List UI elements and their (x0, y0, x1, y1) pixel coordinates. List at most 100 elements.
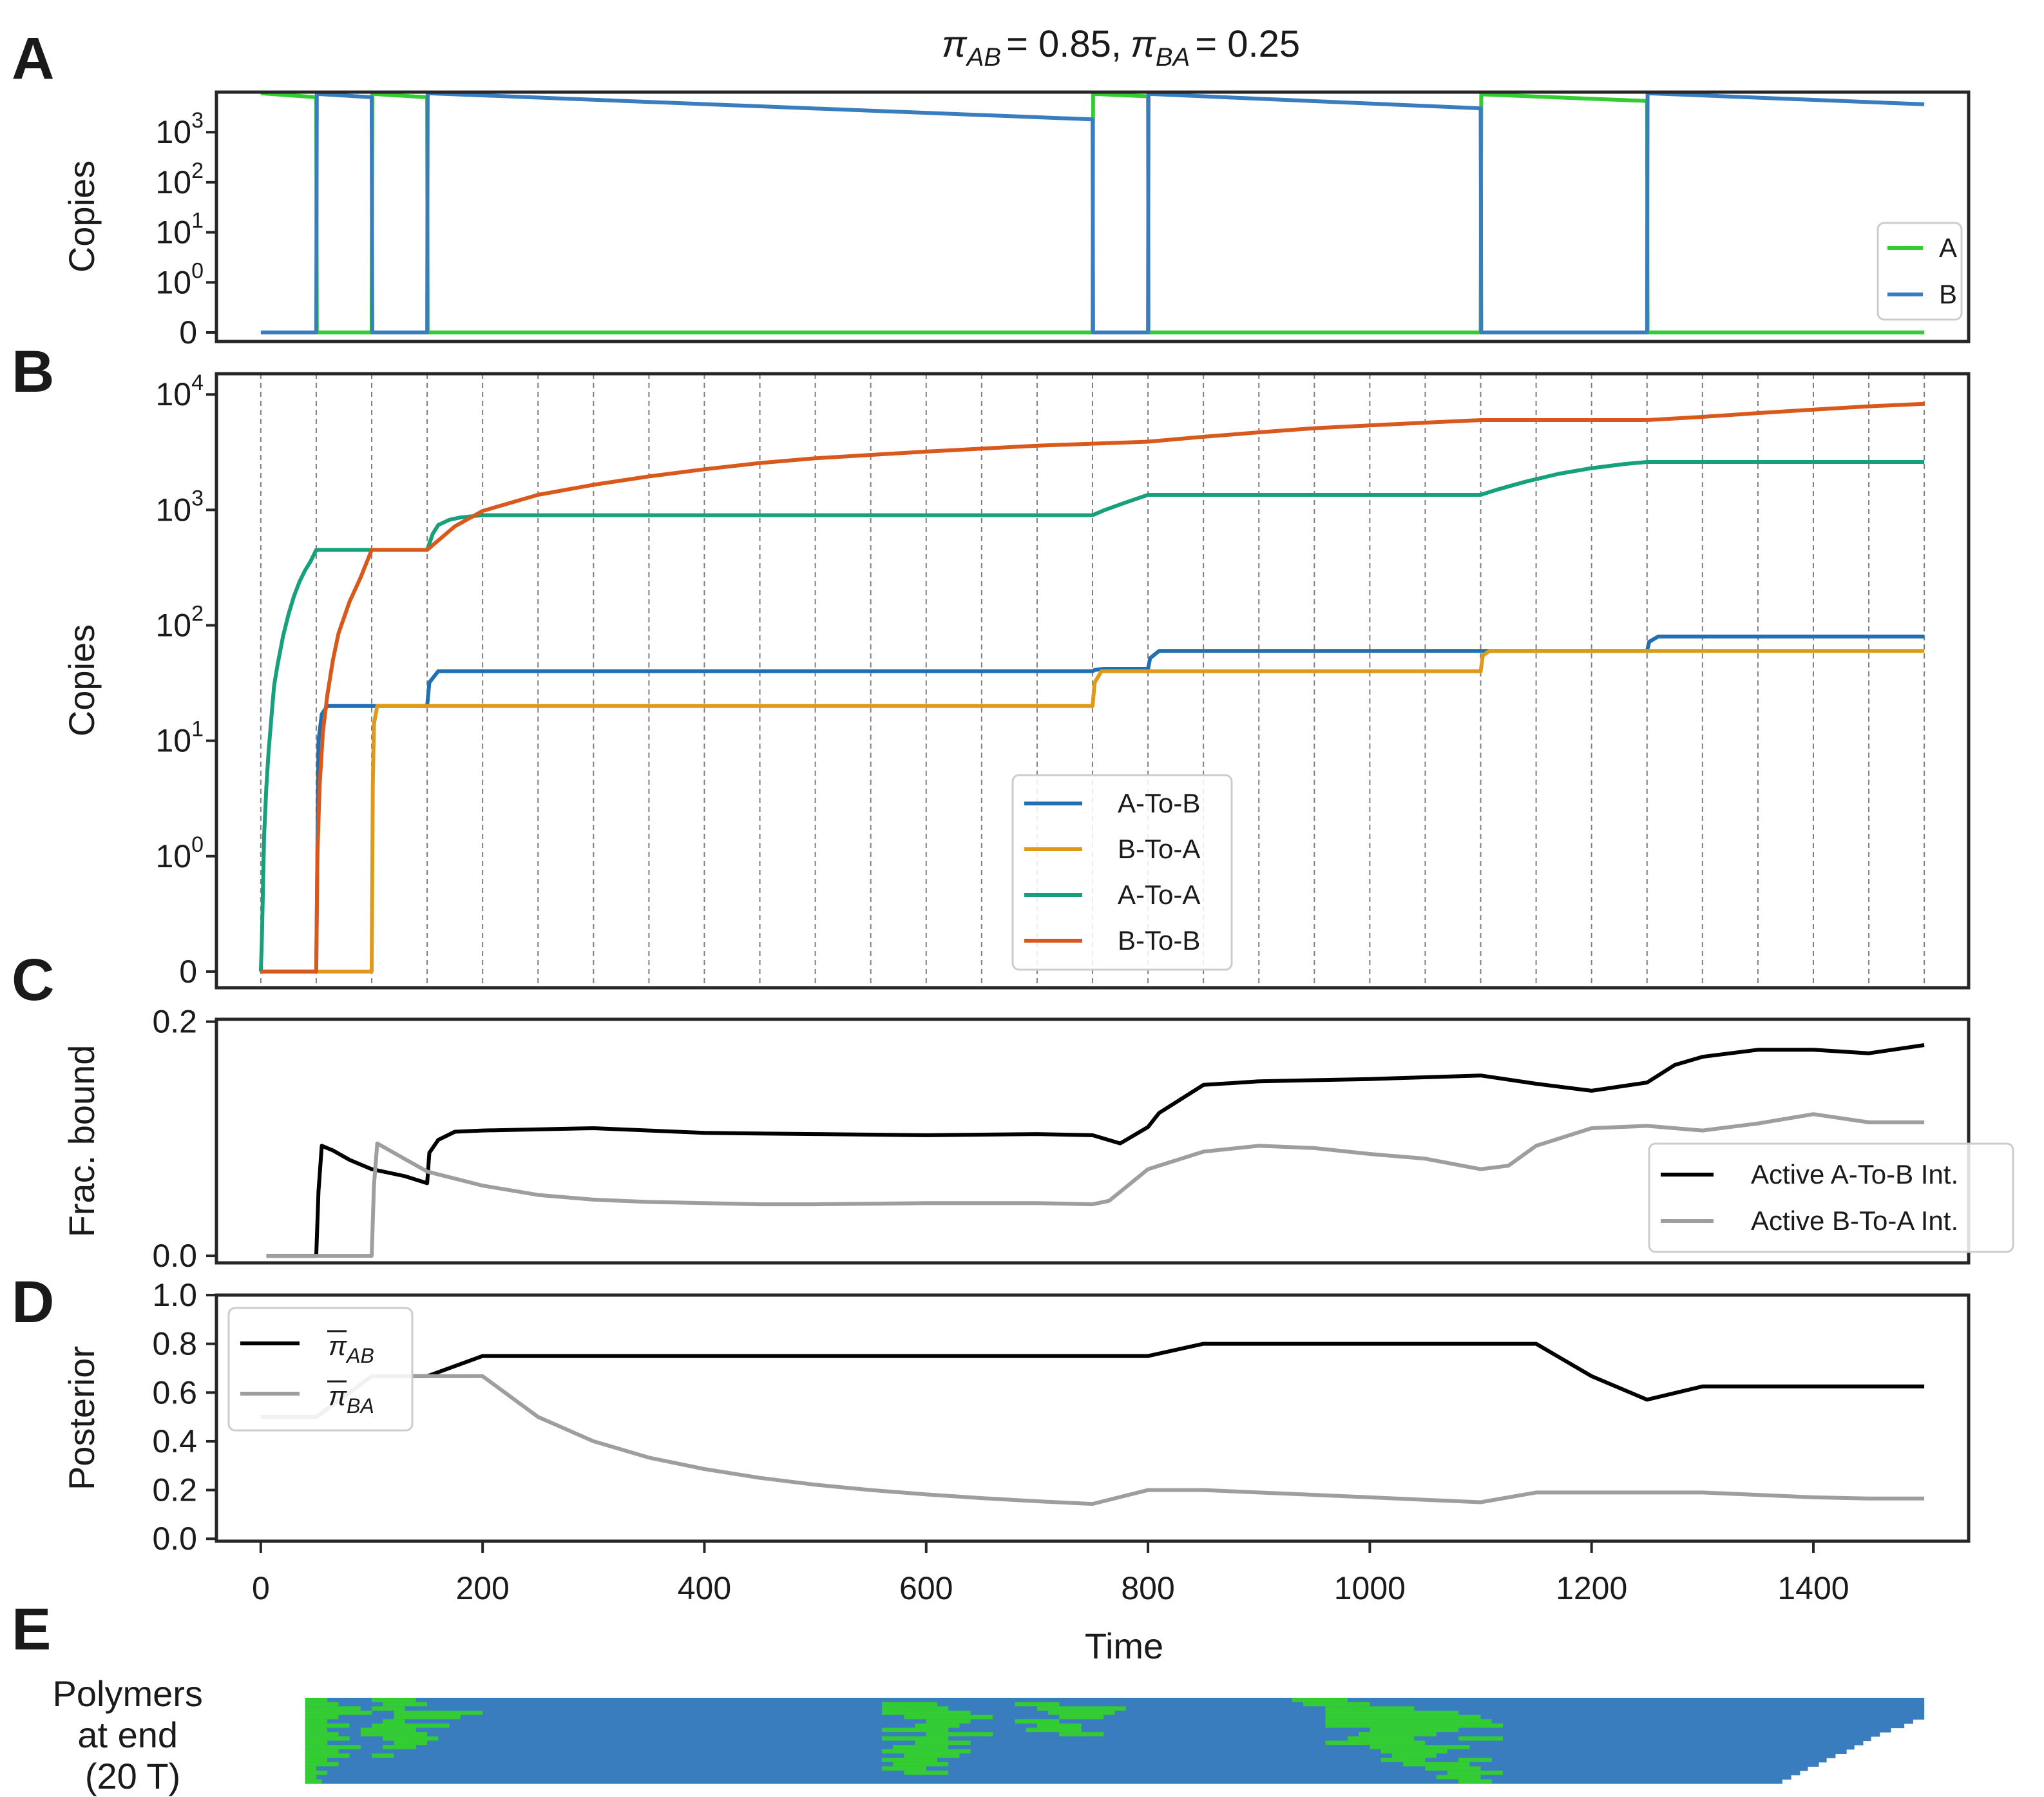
polymer-a-segment (394, 1740, 428, 1745)
polymer-a-segment (372, 1753, 394, 1758)
polymer-a-segment (1347, 1736, 1415, 1742)
polymer-a-segment (305, 1779, 322, 1784)
panel-d-ytick-label: 0.6 (152, 1374, 197, 1410)
panel-e: Polymers at end (20 T) (53, 1673, 1925, 1796)
polymer-a-segment (383, 1719, 405, 1724)
panel-letter-a: A (12, 26, 54, 91)
panel-a-ytick-label: 101 (155, 209, 204, 251)
x-tick-label: 1000 (1334, 1570, 1406, 1606)
panel-d-legend-box (227, 1307, 414, 1432)
panel-e-row-label: Polymers at end (20 T) (53, 1673, 213, 1796)
polymer-row (305, 1766, 1808, 1771)
legend-label-pi-ba: πBA (329, 1381, 374, 1417)
polymer-a-segment (1359, 1732, 1437, 1737)
panel-a-legend: A B (1877, 222, 1963, 321)
polymer-a-segment (1059, 1715, 1104, 1720)
polymer-row (305, 1753, 1836, 1758)
panel-d-ytick-label: 0.4 (152, 1423, 197, 1459)
polymer-a-segment (305, 1758, 328, 1763)
panel-letter-e: E (12, 1597, 51, 1662)
polymer-a-segment (1325, 1710, 1459, 1716)
polymer-a-segment (1403, 1762, 1470, 1767)
polymer-a-segment (1015, 1702, 1060, 1707)
polymer-a-segment (394, 1715, 461, 1720)
polymer-row (305, 1774, 1791, 1780)
polymer-a-segment (305, 1736, 350, 1742)
polymer-a-segment (305, 1771, 328, 1776)
panel-c-plot (266, 1043, 1925, 1258)
polymer-a-segment (305, 1753, 350, 1758)
panel-letter-d: D (12, 1269, 54, 1335)
panel-letter-b: B (12, 339, 54, 405)
polymer-a-segment (1447, 1771, 1503, 1776)
polymer-a-segment (372, 1706, 405, 1711)
panel-a-frame (215, 90, 1971, 343)
panel-d-ytick-label: 0.0 (152, 1521, 197, 1557)
title-ab-sub: AB (966, 43, 1001, 72)
title-pi-ba: π (1131, 23, 1156, 65)
panel-b-plot (258, 401, 1925, 974)
panel-c-legend-box (1648, 1142, 2014, 1253)
polymer-a-segment (904, 1753, 960, 1758)
polymer-a-segment (881, 1727, 949, 1733)
x-tick-label: 800 (1121, 1570, 1174, 1606)
polymer-a-segment (305, 1706, 361, 1711)
polymer-a-segment (1059, 1732, 1104, 1737)
panel-b: 0 100 101 102 103 104 Copies A-To-B B-To-A A-… (61, 370, 1971, 990)
polymer-a-segment (1458, 1736, 1503, 1742)
polymer-a-segment (881, 1749, 971, 1754)
polymer-a-segment (1370, 1745, 1470, 1750)
panel-a-ytick-label: 0 (179, 314, 197, 351)
x-tick-label: 400 (678, 1570, 731, 1606)
polymer-a-segment (372, 1723, 450, 1729)
polymer-a-segment (881, 1710, 971, 1716)
panel-b-ylabel: Copies (61, 624, 102, 736)
polymer-row (305, 1719, 1913, 1724)
polymer-row (305, 1727, 1891, 1733)
polymer-row (305, 1771, 1800, 1776)
x-tick-label: 0 (252, 1570, 270, 1606)
panel-d-ytick-label: 0.2 (152, 1472, 197, 1508)
polymer-a-segment (1325, 1723, 1503, 1729)
panel-d-ylabel: Posterior (61, 1346, 102, 1490)
polymer-a-segment (926, 1719, 971, 1724)
title-pi-ab: π (942, 23, 968, 65)
polymer-a-segment (881, 1758, 937, 1763)
polymer-a-segment (1325, 1706, 1415, 1711)
polymer-a-segment (1325, 1715, 1481, 1720)
panel-c-series-active-b-to-a-int- (266, 1112, 1925, 1258)
polymer-a-segment (1325, 1719, 1492, 1724)
legend-label-a: A (1939, 233, 1957, 263)
polymer-a-segment (1370, 1727, 1459, 1733)
x-axis: 0 200 400 600 800 1000 1200 1400 (252, 1541, 1849, 1606)
legend-label-a-to-b: A-To-B (1118, 788, 1200, 818)
polymer-a-segment (305, 1766, 316, 1771)
panel-d-frame (215, 1293, 1971, 1543)
panel-d-ytick-label: 1.0 (152, 1277, 197, 1313)
x-tick-label: 1200 (1556, 1570, 1627, 1606)
panel-b-frame (215, 372, 1971, 990)
polymer-a-segment (1048, 1710, 1115, 1716)
panel-d-yticks: 0.0 0.2 0.4 0.6 0.8 1.0 (152, 1277, 216, 1557)
polymer-a-segment (881, 1702, 937, 1707)
polymer-row (305, 1736, 1871, 1742)
polymer-a-segment (881, 1706, 949, 1711)
panel-c-legend: Active A-To-B Int. Active B-To-A Int. (1648, 1142, 2014, 1253)
polymer-row (305, 1779, 1782, 1784)
polymer-a-segment (360, 1732, 428, 1737)
polymer-row (305, 1702, 1925, 1707)
title-ab-value: = 0.85, (1006, 23, 1122, 65)
legend-label-pi-ab: πAB (329, 1331, 374, 1367)
polymer-row (305, 1745, 1855, 1750)
polymer-a-segment (1380, 1749, 1447, 1754)
polymer-a-segment (893, 1762, 949, 1767)
polymer-a-segment (1303, 1702, 1370, 1707)
panel-a-ytick-label: 102 (155, 159, 204, 200)
legend-label-b: B (1939, 279, 1957, 309)
figure-title: πAB = 0.85, πBA = 0.25 (942, 23, 1300, 72)
polymer-a-segment (305, 1698, 328, 1703)
polymer-a-segment (881, 1766, 926, 1771)
polymer-a-segment (881, 1736, 949, 1742)
panel-a-ytick-label: 100 (155, 258, 204, 300)
panel-d-series--ab (260, 1341, 1925, 1419)
